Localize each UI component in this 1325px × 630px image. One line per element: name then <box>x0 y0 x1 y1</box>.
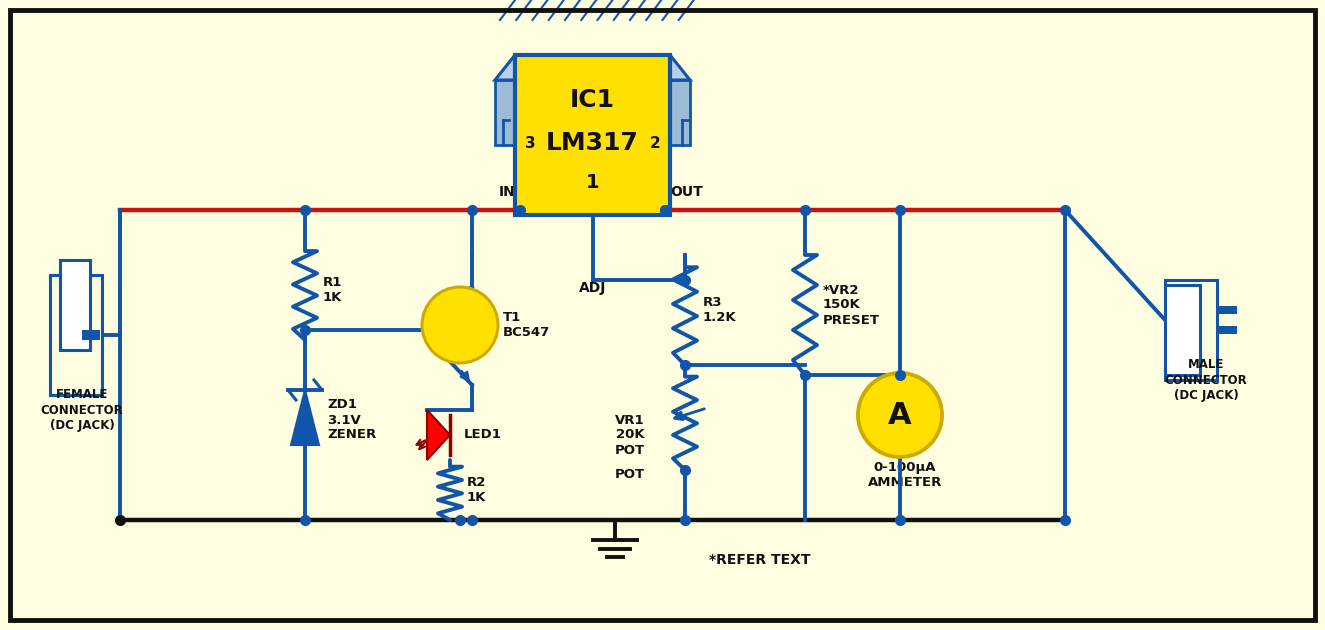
Text: 1: 1 <box>586 173 599 193</box>
Text: IN: IN <box>498 185 515 199</box>
Bar <box>496 80 690 145</box>
Text: POT: POT <box>615 467 645 481</box>
Polygon shape <box>427 410 451 460</box>
Bar <box>1165 285 1200 375</box>
Text: OUT: OUT <box>670 185 702 199</box>
Text: MALE
CONNECTOR
(DC JACK): MALE CONNECTOR (DC JACK) <box>1165 358 1247 401</box>
Text: *VR2
150K
PRESET: *VR2 150K PRESET <box>823 284 880 326</box>
Polygon shape <box>496 55 690 80</box>
Text: ZD1
3.1V
ZENER: ZD1 3.1V ZENER <box>327 399 376 442</box>
Text: T1
BC547: T1 BC547 <box>504 311 550 339</box>
Bar <box>1216 306 1238 314</box>
Text: LM317: LM317 <box>546 131 639 155</box>
Text: *REFER TEXT: *REFER TEXT <box>709 553 811 567</box>
Text: LED1: LED1 <box>464 428 502 442</box>
Text: ADJ: ADJ <box>579 281 606 295</box>
Text: A: A <box>888 401 912 430</box>
Bar <box>496 80 690 145</box>
Text: R1
1K: R1 1K <box>323 276 342 304</box>
Bar <box>1216 326 1238 334</box>
Circle shape <box>859 373 942 457</box>
Bar <box>60 260 90 350</box>
Text: 0-100μA
AMMETER: 0-100μA AMMETER <box>868 461 942 489</box>
Text: 3: 3 <box>525 135 535 151</box>
Polygon shape <box>292 390 319 445</box>
Text: IC1: IC1 <box>570 88 615 112</box>
Bar <box>515 55 670 215</box>
Text: FEMALE
CONNECTOR
(DC JACK): FEMALE CONNECTOR (DC JACK) <box>41 389 123 432</box>
Text: 2: 2 <box>649 135 660 151</box>
Text: R3
1.2K: R3 1.2K <box>704 296 737 324</box>
Text: VR1
20K
POT: VR1 20K POT <box>615 413 645 457</box>
Text: R2
1K: R2 1K <box>466 476 486 504</box>
Bar <box>82 330 99 340</box>
Bar <box>1165 280 1216 380</box>
Circle shape <box>421 287 498 363</box>
Bar <box>50 275 102 395</box>
